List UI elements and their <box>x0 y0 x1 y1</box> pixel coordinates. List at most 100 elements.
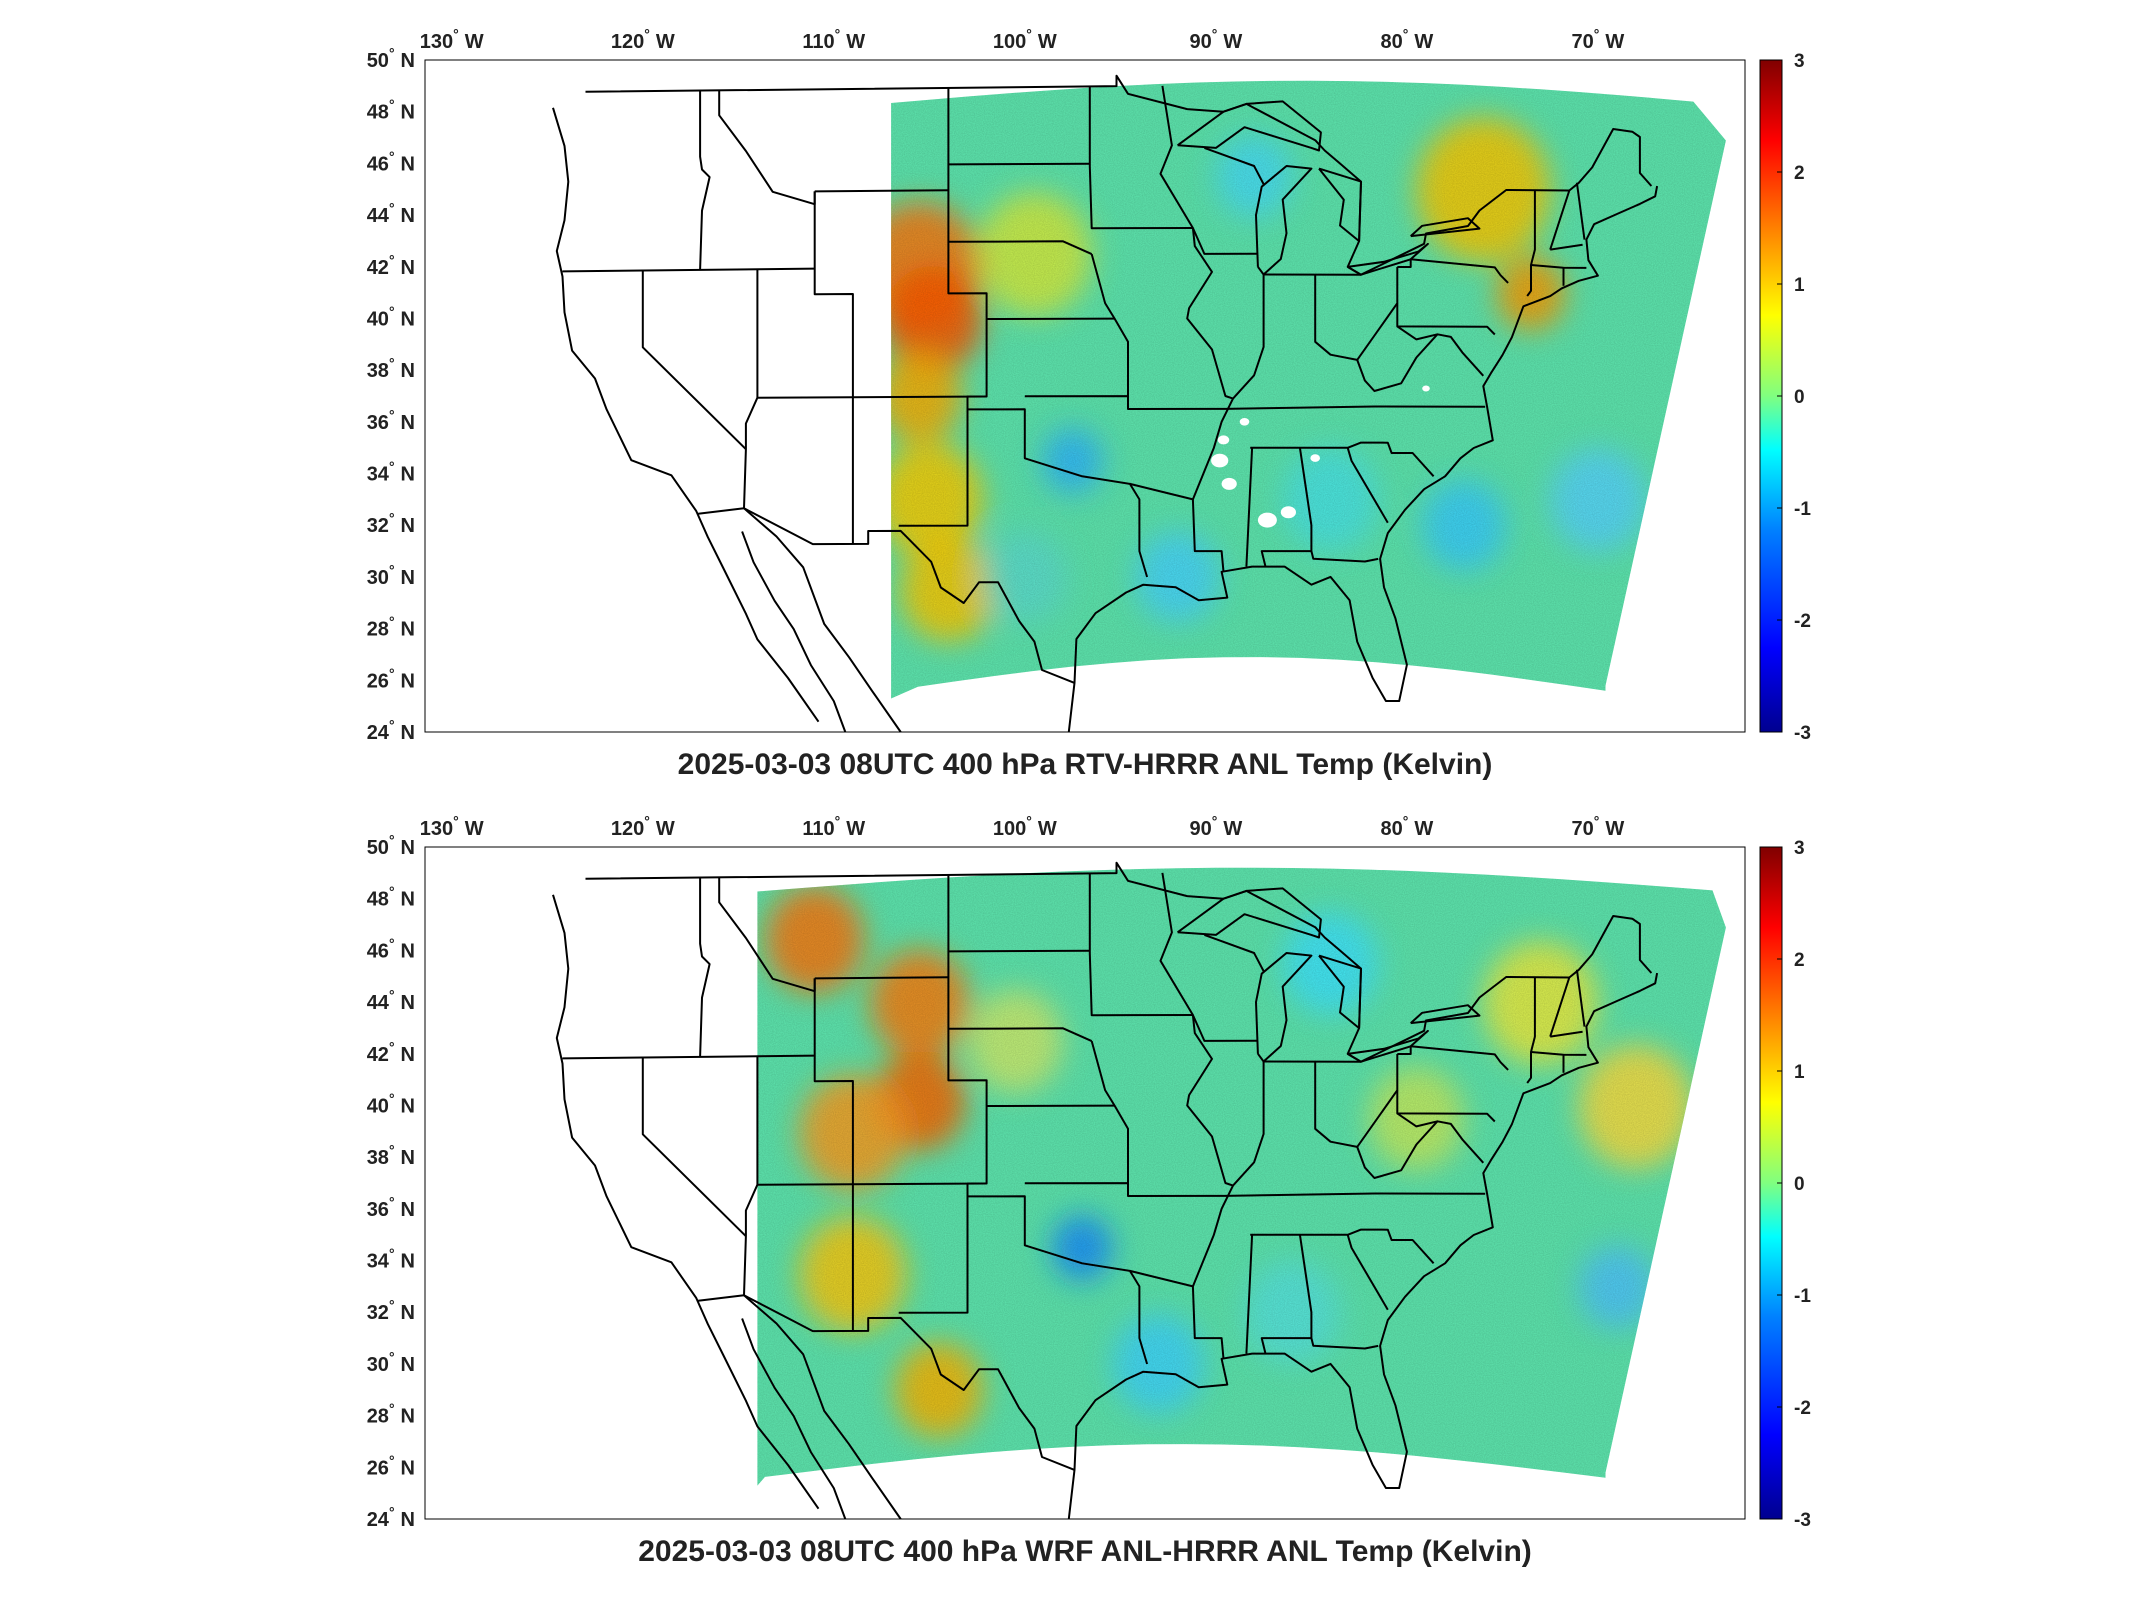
map-axes-frame <box>424 59 1746 733</box>
state-border <box>814 976 949 980</box>
state-border <box>718 876 816 993</box>
state-border <box>1575 969 1586 1027</box>
panel-title: 2025-03-03 08UTC 400 hPa RTV-HRRR ANL Te… <box>678 748 1493 781</box>
latitude-tick-label: 50° N <box>367 45 415 72</box>
state-border <box>813 978 854 1331</box>
state-border <box>1088 873 1193 1017</box>
state-border <box>562 267 815 273</box>
state-border <box>1549 190 1571 250</box>
missing-data-gap <box>1280 506 1296 519</box>
state-border <box>1090 1040 1129 1196</box>
latitude-tick-label: 40° N <box>367 304 415 331</box>
state-border <box>967 408 1149 578</box>
missing-data-gap <box>1257 512 1277 528</box>
latitude-tick-label: 26° N <box>367 665 415 692</box>
mexico-coastline <box>743 1294 902 1520</box>
state-border <box>1396 1090 1496 1123</box>
latitude-tick-label: 42° N <box>367 1039 415 1066</box>
latitude-tick-label: 36° N <box>367 407 415 434</box>
state-border <box>1346 1234 1389 1311</box>
latitude-tick-label: 44° N <box>367 987 415 1014</box>
latitude-tick-label: 46° N <box>367 935 415 962</box>
state-border <box>1397 258 1509 284</box>
great-lake-shore <box>1255 165 1313 276</box>
pacific-coastline <box>552 894 820 1510</box>
great-lake-shore <box>1347 242 1429 276</box>
state-border <box>813 191 854 544</box>
latitude-tick-label: 30° N <box>367 1349 415 1376</box>
latitude-tick-label: 36° N <box>367 1194 415 1221</box>
latitude-tick-label: 42° N <box>367 252 415 279</box>
colorbar-tick-label: 2 <box>1794 163 1805 184</box>
state-border <box>1129 1269 1225 1359</box>
state-border <box>967 1195 1149 1365</box>
state-border <box>1356 1120 1439 1179</box>
longitude-tick-label: 90° W <box>1190 26 1243 53</box>
latitude-tick-label: 32° N <box>367 510 415 537</box>
great-lake-shore <box>1410 217 1481 238</box>
latitude-tick-label: 40° N <box>367 1091 415 1118</box>
latitude-tick-label: 48° N <box>367 97 415 124</box>
latitude-tick-label: 46° N <box>367 148 415 175</box>
latitude-tick-label: 48° N <box>367 884 415 911</box>
state-border <box>1346 447 1389 524</box>
colorbar-tick-label: -1 <box>1794 499 1811 520</box>
missing-data-gap <box>1310 454 1320 462</box>
state-border <box>757 1182 987 1186</box>
state-border <box>1245 447 1254 567</box>
state-border <box>1314 267 1399 361</box>
great-lake-shore <box>1177 100 1322 152</box>
longitude-tick-label: 110° W <box>802 26 865 53</box>
colorbar-tick-label: 3 <box>1794 51 1805 72</box>
colorbar-tick-label: -3 <box>1794 1510 1811 1531</box>
temperature-difference-field <box>891 80 1726 699</box>
state-border <box>641 270 747 450</box>
state-border <box>641 1057 747 1237</box>
latitude-tick-label: 24° N <box>367 717 415 744</box>
state-border <box>1396 1112 1485 1164</box>
state-border <box>1396 303 1496 336</box>
field-noise <box>891 80 1726 699</box>
atlantic-gulf-coastline <box>1067 972 1659 1520</box>
latitude-tick-label: 50° N <box>367 832 415 859</box>
longitude-tick-label: 70° W <box>1572 813 1625 840</box>
state-border <box>1204 146 1265 185</box>
state-border <box>1314 1054 1399 1148</box>
latitude-tick-label: 28° N <box>367 1401 415 1428</box>
great-lake-shore <box>1410 1004 1481 1025</box>
state-border <box>948 949 1090 953</box>
state-border <box>1575 182 1586 240</box>
great-lake-shore <box>1255 952 1313 1063</box>
great-lake-shore <box>1318 167 1362 243</box>
state-border <box>1129 482 1225 572</box>
state-border <box>1232 274 1265 400</box>
state-border <box>699 876 711 1057</box>
atlantic-gulf-coastline <box>1067 185 1659 733</box>
state-border <box>1356 333 1439 392</box>
state-border <box>1245 1234 1254 1354</box>
longitude-tick-label: 80° W <box>1381 26 1434 53</box>
longitude-tick-label: 120° W <box>611 813 675 840</box>
state-border <box>1159 85 1234 500</box>
state-border <box>1550 1030 1583 1038</box>
map-boundaries <box>552 861 1659 1520</box>
longitude-tick-label: 100° W <box>993 26 1057 53</box>
state-border <box>948 162 1090 166</box>
colorbar-tick-label: 0 <box>1794 387 1805 408</box>
latitude-tick-label: 24° N <box>367 1504 415 1531</box>
state-border <box>699 89 711 270</box>
state-border <box>814 189 949 193</box>
latitude-tick-label: 44° N <box>367 200 415 227</box>
temperature-difference-field <box>757 867 1726 1486</box>
state-border <box>1159 872 1234 1287</box>
latitude-tick-label: 38° N <box>367 355 415 382</box>
mexico-border <box>698 1294 1075 1471</box>
great-lake-shore <box>1177 887 1322 939</box>
panel-title: 2025-03-03 08UTC 400 hPa WRF ANL-HRRR AN… <box>638 1535 1532 1568</box>
map-boundaries <box>552 74 1659 733</box>
latitude-tick-label: 34° N <box>367 459 415 486</box>
map-axes-frame <box>424 846 1746 1520</box>
missing-data-gap <box>1211 453 1229 468</box>
state-border <box>757 395 987 399</box>
mexico-coastline <box>743 507 902 733</box>
